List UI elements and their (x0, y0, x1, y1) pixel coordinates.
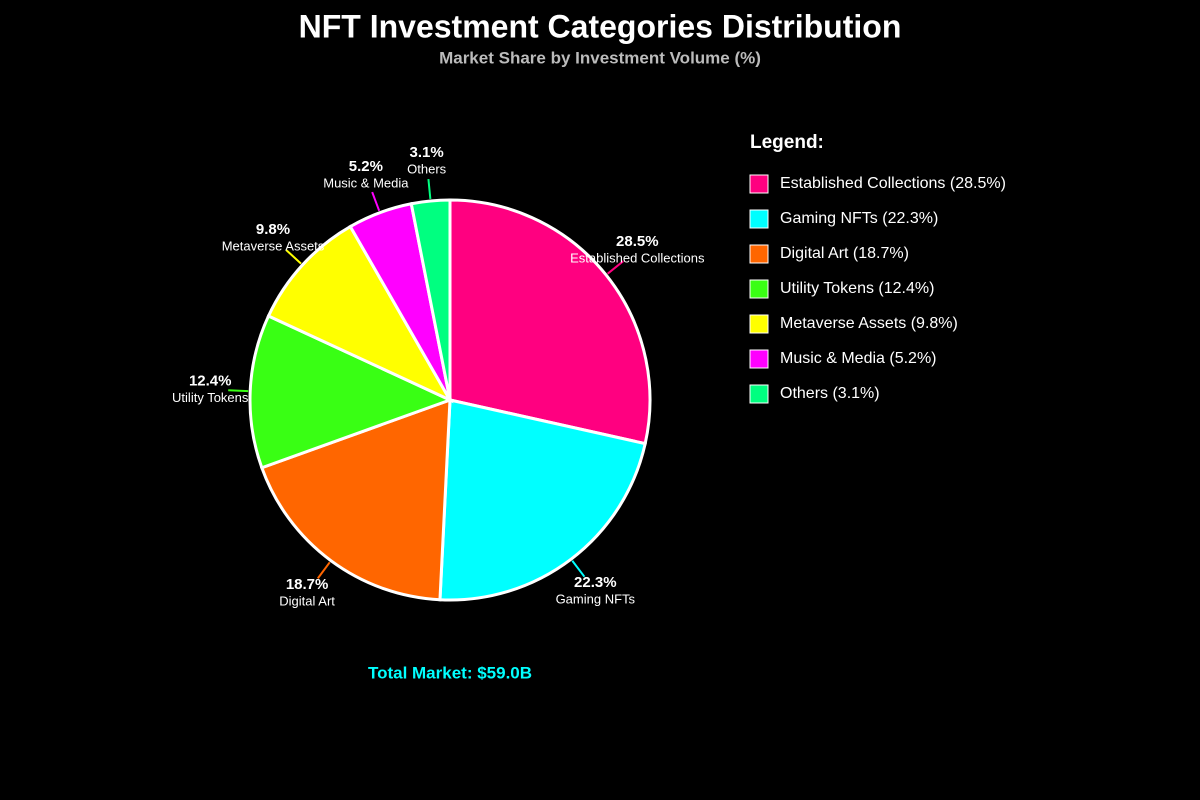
pie-slice (438, 398, 647, 602)
slice-label: Others (407, 162, 447, 177)
pie-slice (448, 198, 652, 446)
pie-slice (266, 224, 454, 404)
legend-swatch (749, 384, 769, 404)
slice-label: Music & Media (323, 176, 409, 191)
legend-label: Music & Media (5.2%) (780, 350, 937, 367)
slice-label: Metaverse Assets (222, 238, 325, 253)
legend-swatch (749, 314, 769, 334)
legend-label: Established Collections (28.5%) (780, 175, 1006, 192)
chart-title: NFT Investment Categories Distribution (299, 8, 902, 44)
value-label: 9.8% (256, 221, 290, 238)
leader-line (427, 178, 432, 200)
legend-swatch (749, 174, 769, 194)
leader-line (371, 191, 381, 212)
chart-subtitle: Market Share by Investment Volume (%) (439, 48, 761, 67)
value-label: 5.2% (349, 158, 383, 175)
legend-swatch (749, 244, 769, 264)
value-label: 12.4% (189, 372, 232, 389)
leader-line (228, 389, 249, 393)
legend-swatch (749, 209, 769, 229)
value-label: 22.3% (574, 574, 617, 591)
legend-title: Legend: (750, 132, 824, 153)
leader-line (571, 560, 586, 578)
annotation: Total Market: $59.0B (368, 663, 532, 682)
pie-slice (409, 198, 452, 401)
legend-label: Digital Art (18.7%) (780, 245, 909, 262)
legend-swatch (749, 349, 769, 369)
legend-label: Utility Tokens (12.4%) (780, 280, 934, 297)
slice-label: Digital Art (279, 593, 335, 608)
legend-label: Others (3.1%) (780, 385, 880, 402)
pie-slice (248, 313, 454, 470)
value-label: 18.7% (286, 576, 329, 593)
leader-line (607, 260, 624, 275)
value-label: 3.1% (410, 144, 444, 161)
leader-line (285, 249, 302, 265)
legend-swatch (749, 279, 769, 299)
leader-line (317, 561, 331, 579)
legend-label: Metaverse Assets (9.8%) (780, 315, 958, 332)
value-label: 28.5% (616, 233, 659, 250)
slice-label: Utility Tokens (172, 390, 249, 405)
slice-label: Established Collections (570, 250, 705, 265)
pie-slice (259, 397, 452, 602)
legend-label: Gaming NFTs (22.3%) (780, 210, 938, 227)
slice-label: Gaming NFTs (556, 591, 636, 606)
